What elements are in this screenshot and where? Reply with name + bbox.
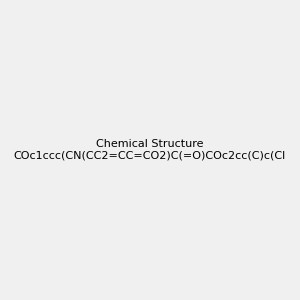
Text: Chemical Structure
COc1ccc(CN(CC2=CC=CO2)C(=O)COc2cc(C)c(Cl: Chemical Structure COc1ccc(CN(CC2=CC=CO2… — [14, 139, 286, 161]
